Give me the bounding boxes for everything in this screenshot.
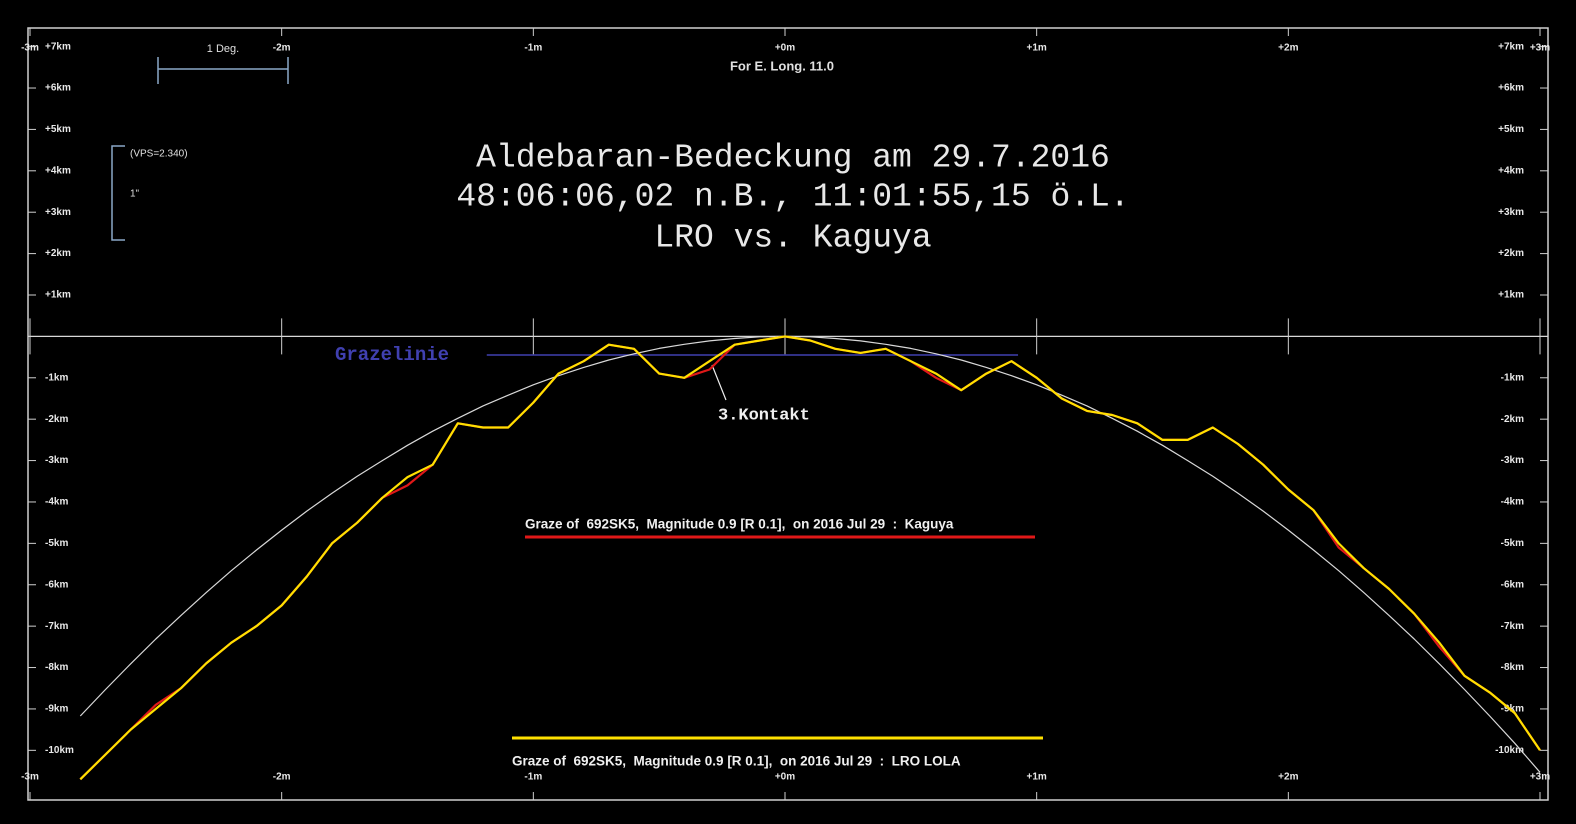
- plot: +7km +7km +6km +6km +5km +5km +4km +4km +3km +3km…: [21, 28, 1550, 800]
- limb-arc: [79, 335, 1541, 773]
- x-tick-label: -3m: [21, 43, 39, 54]
- y-tick-label: -4km: [1501, 497, 1524, 508]
- y-tick-label: -8km: [45, 662, 68, 673]
- title-line: Aldebaran-Bedeckung am 29.7.2016: [476, 140, 1110, 177]
- vps-bracket: [111, 145, 125, 241]
- y-tick-label: -3km: [45, 455, 68, 466]
- y-tick-label: -2km: [45, 414, 68, 425]
- contact-label: 3.Kontakt: [718, 406, 810, 425]
- x-tick-label: -1m: [524, 772, 542, 783]
- y-tick-label: -5km: [45, 538, 68, 549]
- y-tick-label: -10km: [45, 745, 74, 756]
- y-tick-label: +7km: [45, 41, 71, 52]
- y-tick-label: -5km: [1501, 538, 1524, 549]
- y-tick-label: -1km: [1501, 372, 1524, 383]
- scale-bar: [157, 57, 289, 84]
- x-tick-label: -1m: [524, 43, 542, 54]
- x-tick-label: -2m: [273, 43, 291, 54]
- y-tick-label: -7km: [1501, 621, 1524, 632]
- y-tick-label: -3km: [1501, 455, 1524, 466]
- x-tick-label: +2m: [1278, 772, 1298, 783]
- x-tick-label: +1m: [1027, 43, 1047, 54]
- y-tick-label: +3km: [45, 207, 71, 218]
- y-tick-label: +3km: [1498, 207, 1524, 218]
- y-tick-label: -10km: [1495, 745, 1524, 756]
- longitude-note: For E. Long. 11.0: [730, 58, 834, 73]
- graze-label: Grazelinie: [335, 344, 449, 366]
- y-tick-label: +5km: [1498, 124, 1524, 135]
- y-tick-label: -6km: [1501, 579, 1524, 590]
- y-tick-label: +2km: [1498, 248, 1524, 259]
- y-tick-label: +7km: [1498, 41, 1524, 52]
- title-line: LRO vs. Kaguya: [654, 220, 931, 257]
- y-tick-label: -1km: [45, 372, 68, 383]
- x-tick-label: +3m: [1530, 772, 1550, 783]
- y-tick-label: -4km: [45, 497, 68, 508]
- contact-pointer: [711, 364, 727, 401]
- y-tick-label: +2km: [45, 248, 71, 259]
- y-tick-label: +1km: [45, 290, 71, 301]
- x-tick-label: +3m: [1530, 43, 1550, 54]
- y-tick-label: -9km: [1501, 704, 1524, 715]
- legend-label: Graze of 692SK5, Magnitude 0.9 [R 0.1], …: [512, 754, 961, 769]
- x-tick-label: +1m: [1027, 772, 1047, 783]
- y-tick-label: -2km: [1501, 414, 1524, 425]
- x-tick-label: +0m: [775, 772, 795, 783]
- y-tick-label: +4km: [45, 165, 71, 176]
- y-tick-label: -9km: [45, 704, 68, 715]
- y-tick-label: +6km: [45, 83, 71, 94]
- y-tick-label: +5km: [45, 124, 71, 135]
- x-tick-label: +2m: [1278, 43, 1298, 54]
- arcsec-label: 1": [130, 189, 140, 200]
- y-tick-label: +6km: [1498, 83, 1524, 94]
- y-tick-label: -8km: [1501, 662, 1524, 673]
- y-tick-label: +4km: [1498, 165, 1524, 176]
- y-tick-label: -6km: [45, 579, 68, 590]
- legend-label: Graze of 692SK5, Magnitude 0.9 [R 0.1], …: [525, 517, 954, 532]
- frame: [27, 27, 1549, 801]
- y-tick-label: -7km: [45, 621, 68, 632]
- x-tick-label: +0m: [775, 43, 795, 54]
- vps-label: (VPS=2.340): [130, 149, 188, 160]
- title-line: 48:06:06,02 n.B., 11:01:55,15 ö.L.: [456, 179, 1129, 216]
- y-tick-label: +1km: [1498, 290, 1524, 301]
- profile-line: [79, 335, 1541, 781]
- scale-label: 1 Deg.: [207, 43, 239, 55]
- x-tick-label: -2m: [273, 772, 291, 783]
- x-tick-label: -3m: [21, 772, 39, 783]
